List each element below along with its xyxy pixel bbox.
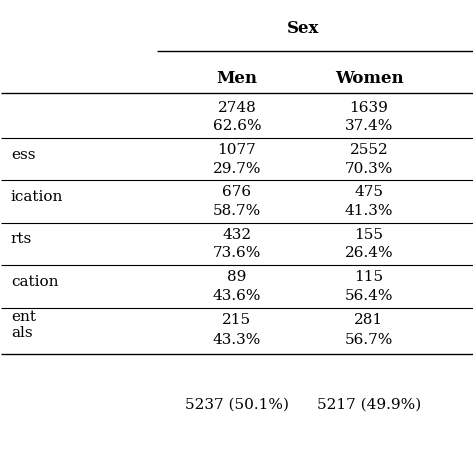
Text: ent
als: ent als [11, 310, 36, 340]
Text: 432: 432 [222, 228, 252, 242]
Text: 2748: 2748 [218, 100, 256, 115]
Text: 43.6%: 43.6% [213, 289, 261, 303]
Text: 73.6%: 73.6% [213, 246, 261, 260]
Text: 5217 (49.9%): 5217 (49.9%) [317, 397, 421, 411]
Text: 281: 281 [355, 313, 383, 327]
Text: 37.4%: 37.4% [345, 119, 393, 133]
Text: 1077: 1077 [218, 143, 256, 157]
Text: 215: 215 [222, 313, 252, 327]
Text: 70.3%: 70.3% [345, 162, 393, 175]
Text: Women: Women [335, 70, 403, 87]
Text: 115: 115 [355, 270, 383, 284]
Text: 43.3%: 43.3% [213, 333, 261, 347]
Text: 58.7%: 58.7% [213, 204, 261, 218]
Text: 2552: 2552 [349, 143, 388, 157]
Text: 676: 676 [222, 185, 252, 200]
Text: rts: rts [11, 232, 32, 246]
Text: ess: ess [11, 147, 36, 162]
Text: 155: 155 [355, 228, 383, 242]
Text: 26.4%: 26.4% [345, 246, 393, 260]
Text: Men: Men [217, 70, 257, 87]
Text: 5237 (50.1%): 5237 (50.1%) [185, 397, 289, 411]
Text: 62.6%: 62.6% [213, 119, 261, 133]
Text: Sex: Sex [287, 20, 319, 37]
Text: 41.3%: 41.3% [345, 204, 393, 218]
Text: 56.7%: 56.7% [345, 333, 393, 347]
Text: ication: ication [11, 190, 63, 204]
Text: 1639: 1639 [349, 100, 388, 115]
Text: 29.7%: 29.7% [213, 162, 261, 175]
Text: cation: cation [11, 275, 58, 289]
Text: 89: 89 [228, 270, 246, 284]
Text: 56.4%: 56.4% [345, 289, 393, 303]
Text: 475: 475 [355, 185, 383, 200]
